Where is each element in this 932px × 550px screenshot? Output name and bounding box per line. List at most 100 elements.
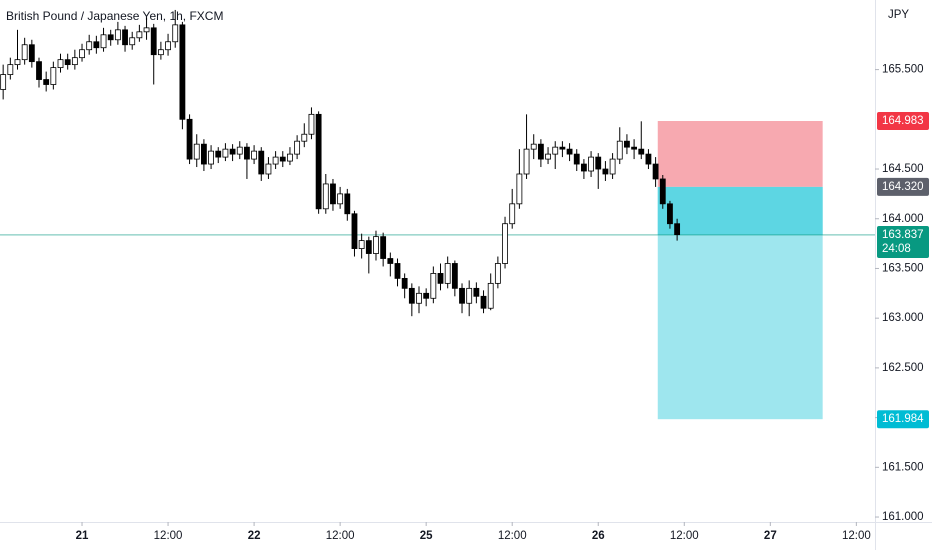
candle-body <box>64 59 71 66</box>
candle-body <box>287 153 293 162</box>
candle-body <box>365 240 372 254</box>
candle-body <box>272 156 279 165</box>
candle-body <box>351 213 358 249</box>
risk-zone <box>657 121 823 187</box>
candle-body <box>494 263 501 284</box>
candle-body <box>265 163 272 175</box>
candle-body <box>100 34 107 49</box>
y-tick-label: 161.500 <box>882 461 924 473</box>
candle-body <box>157 49 164 56</box>
x-tick-label: 12:00 <box>154 530 183 542</box>
candle-body <box>394 263 401 279</box>
candle-body <box>380 236 387 259</box>
candle-body <box>36 61 42 80</box>
y-tick-label: 163.500 <box>882 262 924 274</box>
candle-body <box>588 156 594 172</box>
candle-body <box>624 140 630 148</box>
x-tick-label: 26 <box>592 530 605 542</box>
candle-body <box>502 223 508 264</box>
candle-body <box>57 59 64 69</box>
last-price-label-box <box>877 225 929 258</box>
y-tick-label: 164.500 <box>882 163 924 175</box>
entry-label-box <box>877 177 929 196</box>
candle-body <box>315 113 322 210</box>
x-tick-label: 21 <box>76 530 89 542</box>
candle-body <box>559 146 566 150</box>
candle-body <box>423 292 430 299</box>
candle-body <box>373 236 379 254</box>
candle-body <box>136 31 143 39</box>
candle-body <box>631 146 638 150</box>
target-label: 161.984 <box>882 413 924 425</box>
x-tick-label: 25 <box>420 530 433 542</box>
last-price-label: 163.837 <box>882 229 924 241</box>
candle-body <box>150 27 157 56</box>
candle-body <box>330 183 336 205</box>
candle-body <box>107 34 114 41</box>
y-tick-label: 164.000 <box>882 213 924 225</box>
y-tick-label: 161.000 <box>882 511 924 523</box>
countdown-label: 24:08 <box>882 243 911 255</box>
candle-body <box>71 57 78 66</box>
stop-label: 164.983 <box>882 115 924 127</box>
x-tick-label: 12:00 <box>498 530 527 542</box>
candle-body <box>208 150 214 165</box>
candle-body <box>200 143 207 165</box>
candle-body <box>473 287 480 297</box>
candle-body <box>509 203 516 225</box>
candle-body <box>251 150 258 160</box>
candle-body <box>444 263 451 284</box>
candle-body <box>344 193 351 215</box>
candle-body <box>79 49 85 59</box>
candle-body <box>308 113 315 135</box>
candle-body <box>129 37 136 46</box>
candle-body <box>236 146 243 155</box>
candle-body <box>416 292 422 304</box>
candle-body <box>294 140 301 155</box>
x-tick-label: 12:00 <box>842 530 871 542</box>
candle-body <box>301 133 308 142</box>
realized-zone <box>657 186 823 235</box>
candle-body <box>114 29 121 41</box>
x-tick-label: 22 <box>248 530 261 542</box>
candle-body <box>552 146 559 155</box>
candle-body <box>28 44 35 63</box>
candle-body <box>21 44 28 61</box>
candle-body <box>523 148 530 175</box>
candle-body <box>14 59 21 66</box>
candle-body <box>165 41 171 51</box>
x-tick-label: 12:00 <box>670 530 699 542</box>
entry-label: 164.320 <box>882 181 924 193</box>
currency-label: JPY <box>888 9 909 21</box>
candle-body <box>645 153 652 165</box>
candle-body <box>667 203 673 225</box>
candle-body <box>93 41 100 49</box>
x-tick-label: 12:00 <box>326 530 355 542</box>
candle-body <box>222 148 229 158</box>
candle-body <box>143 27 150 33</box>
candle-body <box>408 287 415 304</box>
candle-body <box>172 24 179 43</box>
candle-body <box>659 178 666 205</box>
candle-body <box>580 163 587 172</box>
stop-label-box <box>877 112 929 131</box>
candle-body <box>437 273 444 284</box>
candle-body <box>43 79 50 85</box>
candle-body <box>0 74 7 90</box>
candle-body <box>638 148 645 155</box>
candle-body <box>466 287 473 304</box>
chart-title: British Pound / Japanese Yen, 1h, FXCM <box>6 9 223 23</box>
candle-body <box>193 143 200 160</box>
candle-body <box>50 67 57 85</box>
y-tick-label: 163.000 <box>882 312 924 324</box>
candle-body <box>186 118 193 160</box>
candle-body <box>616 140 623 160</box>
candle-body <box>459 287 465 304</box>
candle-body <box>674 223 681 236</box>
candle-body <box>86 41 93 51</box>
candle-body <box>595 156 602 170</box>
candle-body <box>530 143 537 150</box>
candle-body <box>480 295 487 309</box>
candle-body <box>122 29 128 46</box>
